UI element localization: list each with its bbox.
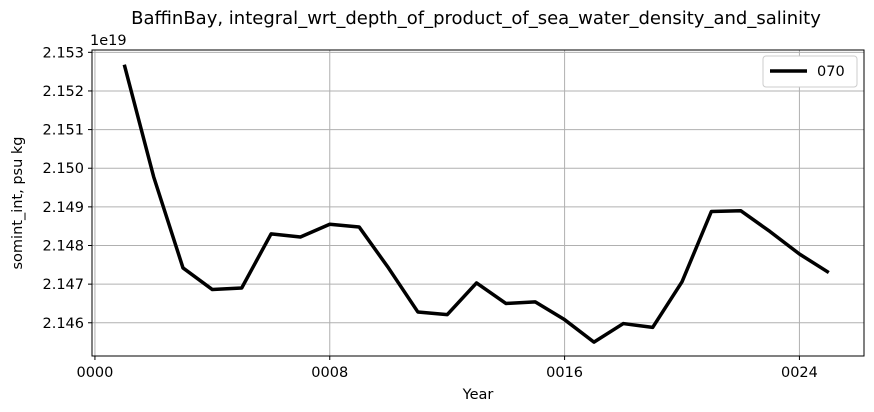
- x-tick-label: 0016: [546, 365, 583, 381]
- x-tick-label: 0024: [781, 365, 818, 381]
- plot-area-frame: [91, 49, 865, 357]
- y-axis-ticks: 2.146 2.147 2.148 2.149 2.150 2.151 2.152 2.153: [42, 45, 92, 332]
- x-axis-ticks: 0000 0008 0016 0024: [76, 356, 818, 381]
- y-tick-label: 2.148: [42, 239, 84, 255]
- series-layer: [122, 64, 830, 344]
- y-axis-offset-label: 1e19: [90, 33, 127, 49]
- chart-title: BaffinBay, integral_wrt_depth_of_product…: [131, 8, 821, 29]
- y-tick-label: 2.147: [42, 277, 84, 293]
- y-tick-label: 2.152: [42, 84, 84, 100]
- x-tick-label: 0008: [311, 365, 348, 381]
- y-tick-label: 2.150: [42, 161, 84, 177]
- x-tick-label: 0000: [76, 365, 113, 381]
- grid-lines: [92, 50, 864, 356]
- legend-box: [762, 55, 858, 88]
- series-line-070: [122, 64, 830, 344]
- y-tick-label: 2.149: [42, 200, 84, 216]
- y-axis-label: somint_int, psu kg: [10, 137, 26, 270]
- y-tick-label: 2.151: [42, 123, 84, 139]
- x-axis-label: Year: [462, 387, 494, 403]
- legend-label: 070: [817, 64, 845, 80]
- y-tick-label: 2.146: [42, 316, 84, 332]
- legend: 070: [762, 55, 858, 88]
- y-tick-label: 2.153: [42, 45, 84, 61]
